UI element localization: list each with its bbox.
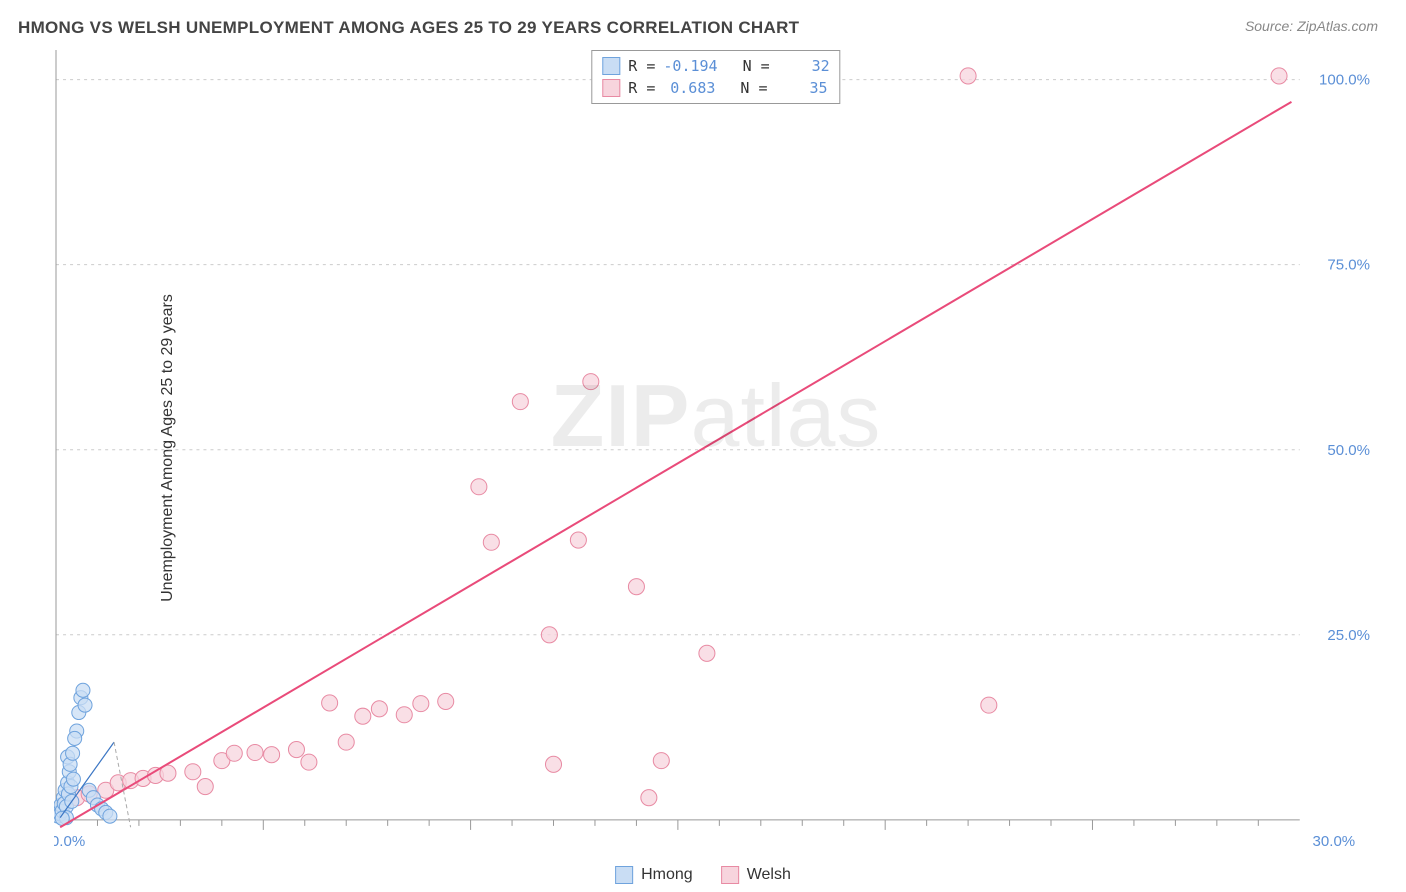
n-value-welsh: 35 bbox=[776, 79, 828, 97]
legend-label-hmong: Hmong bbox=[641, 866, 693, 884]
svg-text:0.0%: 0.0% bbox=[54, 833, 85, 848]
series-legend: Hmong Welsh bbox=[615, 866, 791, 884]
svg-text:25.0%: 25.0% bbox=[1327, 627, 1370, 644]
swatch-hmong bbox=[602, 57, 620, 75]
stats-row-hmong: R = -0.194 N = 32 bbox=[602, 55, 829, 77]
chart-area: Unemployment Among Ages 25 to 29 years 2… bbox=[42, 48, 1378, 848]
r-value-hmong: -0.194 bbox=[663, 57, 717, 75]
legend-item-welsh: Welsh bbox=[721, 866, 791, 884]
scatter-plot-svg: 25.0% 50.0% 75.0% 100.0% 0.0% 30.0% bbox=[54, 48, 1378, 848]
stats-row-welsh: R = 0.683 N = 35 bbox=[602, 77, 829, 99]
svg-text:50.0%: 50.0% bbox=[1327, 442, 1370, 459]
r-value-welsh: 0.683 bbox=[663, 79, 715, 97]
svg-text:100.0%: 100.0% bbox=[1319, 72, 1370, 89]
n-value-hmong: 32 bbox=[778, 57, 830, 75]
plot-area: 25.0%50.0%75.0%100.0%0.0%30.0% ZIPatlas … bbox=[54, 48, 1378, 848]
legend-item-hmong: Hmong bbox=[615, 866, 693, 884]
swatch-welsh bbox=[602, 79, 620, 97]
svg-text:75.0%: 75.0% bbox=[1327, 257, 1370, 274]
correlation-stats-legend: R = -0.194 N = 32 R = 0.683 N = 35 bbox=[591, 50, 840, 104]
legend-label-welsh: Welsh bbox=[747, 866, 791, 884]
legend-swatch-welsh bbox=[721, 866, 739, 884]
legend-swatch-hmong bbox=[615, 866, 633, 884]
source-attribution: Source: ZipAtlas.com bbox=[1245, 18, 1378, 34]
svg-text:30.0%: 30.0% bbox=[1313, 833, 1356, 848]
chart-title: HMONG VS WELSH UNEMPLOYMENT AMONG AGES 2… bbox=[18, 18, 799, 38]
